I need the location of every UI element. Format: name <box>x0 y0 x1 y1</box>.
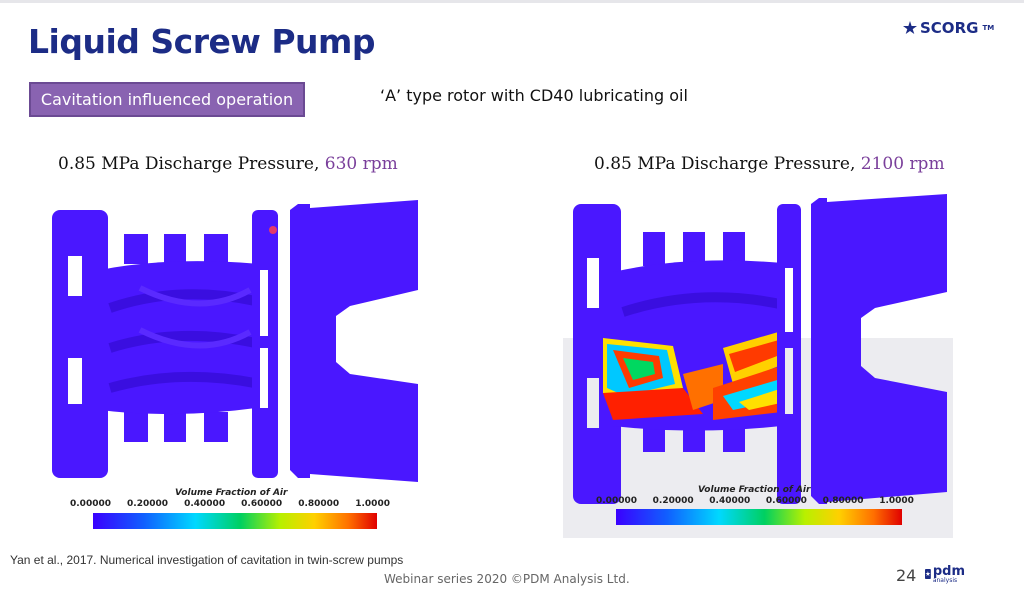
rotor-subtitle: ‘A’ type rotor with CD40 lubricating oil <box>380 86 688 105</box>
right-colorbar-ticks: 0.00000 0.20000 0.40000 0.60000 0.80000 … <box>596 496 914 506</box>
operation-badge: Cavitation influenced operation <box>29 82 305 117</box>
right-simulation-image <box>563 188 953 538</box>
pdm-logo-sub: analysis <box>932 576 958 584</box>
pdm-logo-main: pdm <box>932 563 965 579</box>
scorg-logo: SCORG TM <box>903 17 994 39</box>
tick-label: 0.40000 <box>184 499 226 509</box>
left-colorbar-ticks: 0.00000 0.20000 0.40000 0.60000 0.80000 … <box>70 499 390 509</box>
right-colorbar: Volume Fraction of Air 0.00000 0.20000 0… <box>586 485 916 531</box>
tick-label: 0.40000 <box>709 496 751 506</box>
page-number: 24 <box>896 566 917 585</box>
tick-label: 0.00000 <box>70 499 111 509</box>
left-colorbar: Volume Fraction of Air 0.00000 0.20000 0… <box>60 488 390 534</box>
left-simulation-image <box>40 198 430 488</box>
tick-label: 0.80000 <box>822 496 864 506</box>
tick-label: 0.00000 <box>596 496 637 506</box>
tick-label: 0.60000 <box>241 499 283 509</box>
right-panel-caption: 0.85 MPa Discharge Pressure, 2100 rpm <box>594 154 945 174</box>
left-colorbar-gradient <box>93 513 377 529</box>
top-divider <box>0 0 1024 3</box>
citation-text: Yan et al., 2017. Numerical investigatio… <box>10 553 404 567</box>
tick-label: 0.20000 <box>127 499 169 509</box>
tick-label: 0.20000 <box>652 496 694 506</box>
right-caption-text: 0.85 MPa Discharge Pressure, <box>594 154 861 174</box>
tick-label: 0.60000 <box>765 496 807 506</box>
scorg-logo-text: SCORG <box>920 19 979 37</box>
slide-title: Liquid Screw Pump <box>28 22 376 61</box>
right-colorbar-gradient <box>616 509 902 525</box>
tick-label: 1.0000 <box>355 499 390 509</box>
pdm-logo-text: pdm analysis <box>933 565 965 584</box>
pdm-star-icon <box>925 569 931 579</box>
footer-text: Webinar series 2020 ©PDM Analysis Ltd. <box>384 572 630 586</box>
left-caption-rpm: 630 rpm <box>324 154 398 174</box>
left-caption-text: 0.85 MPa Discharge Pressure, <box>58 154 325 174</box>
star-icon <box>903 21 917 34</box>
right-colorbar-title: Volume Fraction of Air <box>698 485 811 495</box>
right-caption-rpm: 2100 rpm <box>860 154 945 174</box>
pdm-analysis-logo: pdm analysis <box>925 558 965 590</box>
left-colorbar-title: Volume Fraction of Air <box>175 488 288 498</box>
tick-label: 1.0000 <box>879 496 914 506</box>
tick-label: 0.80000 <box>298 499 340 509</box>
scorg-logo-tm: TM <box>982 24 995 32</box>
left-panel-caption: 0.85 MPa Discharge Pressure, 630 rpm <box>58 154 398 174</box>
